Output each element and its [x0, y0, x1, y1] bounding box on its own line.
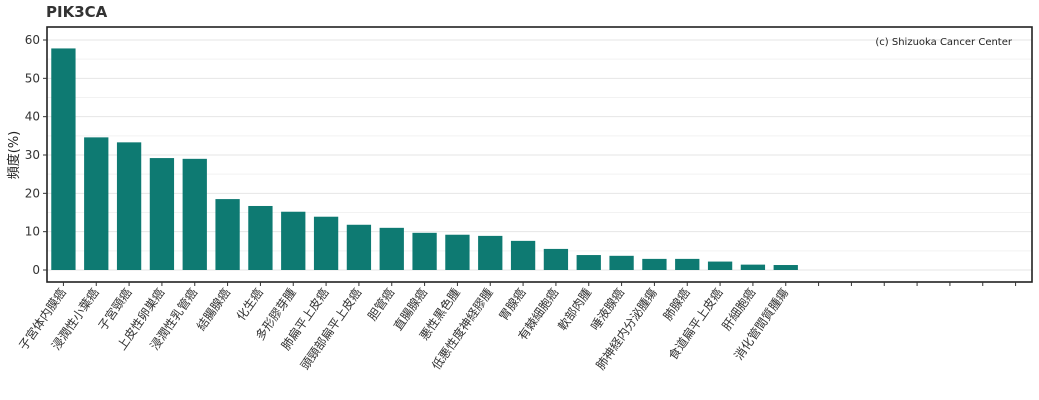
bar	[445, 234, 470, 270]
x-tick-label: 肺神経内分泌腫瘍	[593, 285, 660, 372]
bar	[215, 199, 240, 270]
bar	[675, 258, 700, 270]
bar	[510, 240, 536, 270]
bar	[116, 142, 142, 270]
bar	[281, 211, 306, 270]
bar	[248, 205, 273, 270]
x-tick-label: 胆管癌	[364, 285, 397, 323]
y-tick-label: 40	[25, 110, 40, 124]
bar	[346, 224, 372, 270]
y-tick-label: 30	[25, 148, 40, 162]
chart-title: PIK3CA	[46, 3, 108, 21]
bar	[543, 248, 569, 270]
bar	[149, 158, 175, 270]
bar	[51, 48, 76, 270]
x-tick-label: 胃腺癌	[496, 285, 529, 323]
x-tick-label: 低悪性度神経膠腫	[428, 285, 495, 372]
x-tick-label: 肺腺癌	[660, 285, 693, 323]
x-tick-label: 化生癌	[233, 285, 266, 323]
bars	[51, 48, 798, 270]
bar	[313, 216, 339, 270]
bar	[740, 264, 766, 270]
bar	[773, 265, 798, 270]
bar	[478, 235, 503, 270]
bar	[84, 137, 109, 270]
credit-annotation: (c) Shizuoka Cancer Center	[875, 37, 1013, 48]
y-axis: 0 10 20 30 40 50 60	[25, 33, 47, 277]
bar	[379, 227, 404, 270]
y-tick-label: 60	[25, 33, 40, 47]
bar	[576, 255, 601, 270]
x-tick-label: 頭頸部扁平上皮癌	[297, 285, 364, 372]
bar	[707, 261, 733, 270]
bar	[412, 232, 437, 270]
y-tick-label: 20	[25, 186, 40, 200]
x-tick-label: 結腸腺癌	[193, 285, 233, 333]
bar	[609, 255, 634, 270]
bar	[642, 258, 667, 270]
y-tick-label: 10	[25, 225, 40, 239]
grid-lines	[47, 39, 1032, 271]
y-tick-label: 50	[25, 71, 40, 85]
y-tick-label: 0	[32, 263, 40, 277]
y-axis-label: 頻度(%)	[6, 131, 22, 180]
bar	[182, 158, 207, 270]
